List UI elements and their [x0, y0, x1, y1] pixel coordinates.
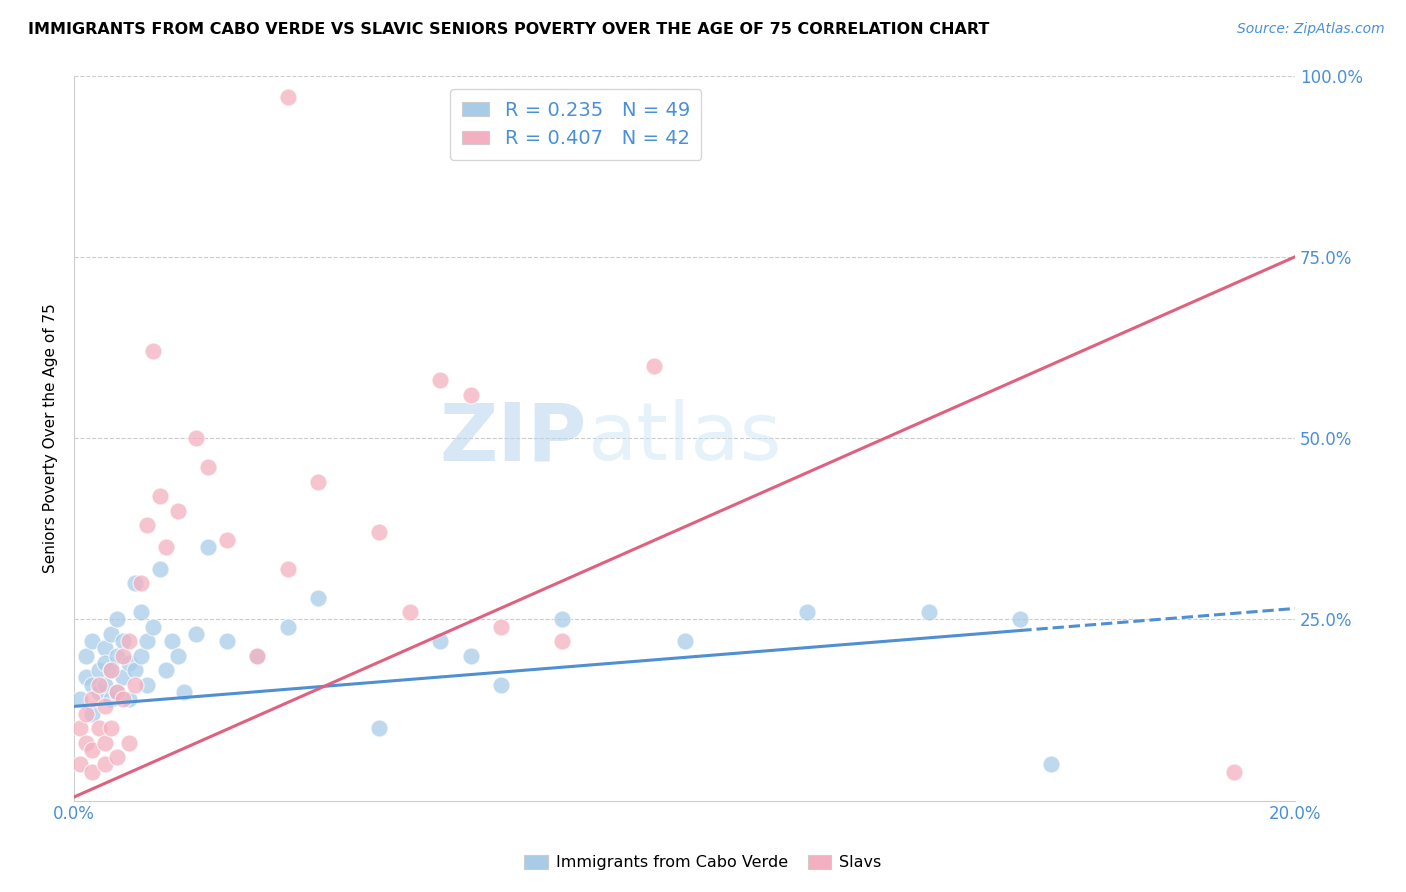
Point [87, 721, 110, 735]
Point [277, 90, 299, 104]
Point [82, 634, 104, 648]
Point [100, 627, 122, 641]
Point [75, 670, 97, 684]
Point [118, 656, 141, 670]
Point [142, 344, 165, 359]
Point [142, 619, 165, 633]
Point [491, 677, 513, 691]
Point [118, 634, 141, 648]
Point [129, 576, 152, 591]
Point [69, 692, 91, 706]
Point [246, 648, 269, 663]
Legend: R = 0.235   N = 49, R = 0.407   N = 42: R = 0.235 N = 49, R = 0.407 N = 42 [450, 89, 702, 160]
Point [643, 359, 665, 373]
Point [398, 605, 420, 619]
Point [82, 677, 104, 691]
Point [82, 764, 104, 779]
Point [93, 699, 115, 714]
Point [491, 619, 513, 633]
Point [460, 648, 482, 663]
Point [93, 757, 115, 772]
Point [105, 685, 128, 699]
Point [118, 736, 141, 750]
Point [124, 677, 146, 691]
Point [155, 663, 177, 677]
Point [118, 692, 141, 706]
Point [75, 736, 97, 750]
Point [173, 685, 195, 699]
Point [129, 605, 152, 619]
Point [124, 576, 146, 591]
Point [93, 656, 115, 670]
Point [429, 373, 451, 387]
Point [197, 540, 219, 554]
Point [160, 634, 183, 648]
Point [129, 648, 152, 663]
Point [111, 692, 134, 706]
Point [100, 663, 122, 677]
Point [796, 605, 818, 619]
Text: IMMIGRANTS FROM CABO VERDE VS SLAVIC SENIORS POVERTY OVER THE AGE OF 75 CORRELAT: IMMIGRANTS FROM CABO VERDE VS SLAVIC SEN… [28, 22, 990, 37]
Point [186, 431, 208, 445]
Point [105, 750, 128, 764]
Point [429, 634, 451, 648]
Point [93, 677, 115, 691]
Point [186, 627, 208, 641]
Point [368, 525, 391, 540]
Point [87, 663, 110, 677]
Point [1223, 764, 1246, 779]
Point [918, 605, 941, 619]
Point [82, 692, 104, 706]
Point [307, 475, 329, 489]
Point [93, 736, 115, 750]
Point [75, 706, 97, 721]
Point [167, 648, 190, 663]
Point [100, 721, 122, 735]
Point [136, 634, 159, 648]
Point [100, 692, 122, 706]
Point [93, 641, 115, 656]
Point [69, 757, 91, 772]
Point [111, 648, 134, 663]
Point [246, 648, 269, 663]
Point [100, 663, 122, 677]
Point [551, 612, 574, 626]
Point [75, 648, 97, 663]
Point [87, 685, 110, 699]
Point [111, 634, 134, 648]
Text: atlas: atlas [586, 399, 782, 477]
Point [105, 612, 128, 626]
Text: Source: ZipAtlas.com: Source: ZipAtlas.com [1237, 22, 1385, 37]
Point [197, 460, 219, 475]
Point [277, 619, 299, 633]
Point [277, 561, 299, 575]
Point [136, 518, 159, 533]
Point [1039, 757, 1062, 772]
Point [124, 663, 146, 677]
Point [82, 706, 104, 721]
Point [69, 721, 91, 735]
Point [111, 670, 134, 684]
Point [215, 634, 238, 648]
Point [307, 591, 329, 605]
Point [1010, 612, 1032, 626]
Legend: Immigrants from Cabo Verde, Slavs: Immigrants from Cabo Verde, Slavs [517, 848, 889, 877]
Point [368, 721, 391, 735]
Point [136, 677, 159, 691]
Point [87, 677, 110, 691]
Point [148, 489, 170, 503]
Point [167, 503, 190, 517]
Point [82, 743, 104, 757]
Y-axis label: Seniors Poverty Over the Age of 75: Seniors Poverty Over the Age of 75 [44, 303, 58, 573]
Point [460, 387, 482, 401]
Point [155, 540, 177, 554]
Point [105, 648, 128, 663]
Text: ZIP: ZIP [440, 399, 586, 477]
Point [215, 533, 238, 547]
Point [148, 561, 170, 575]
Point [105, 685, 128, 699]
Point [673, 634, 696, 648]
Point [551, 634, 574, 648]
